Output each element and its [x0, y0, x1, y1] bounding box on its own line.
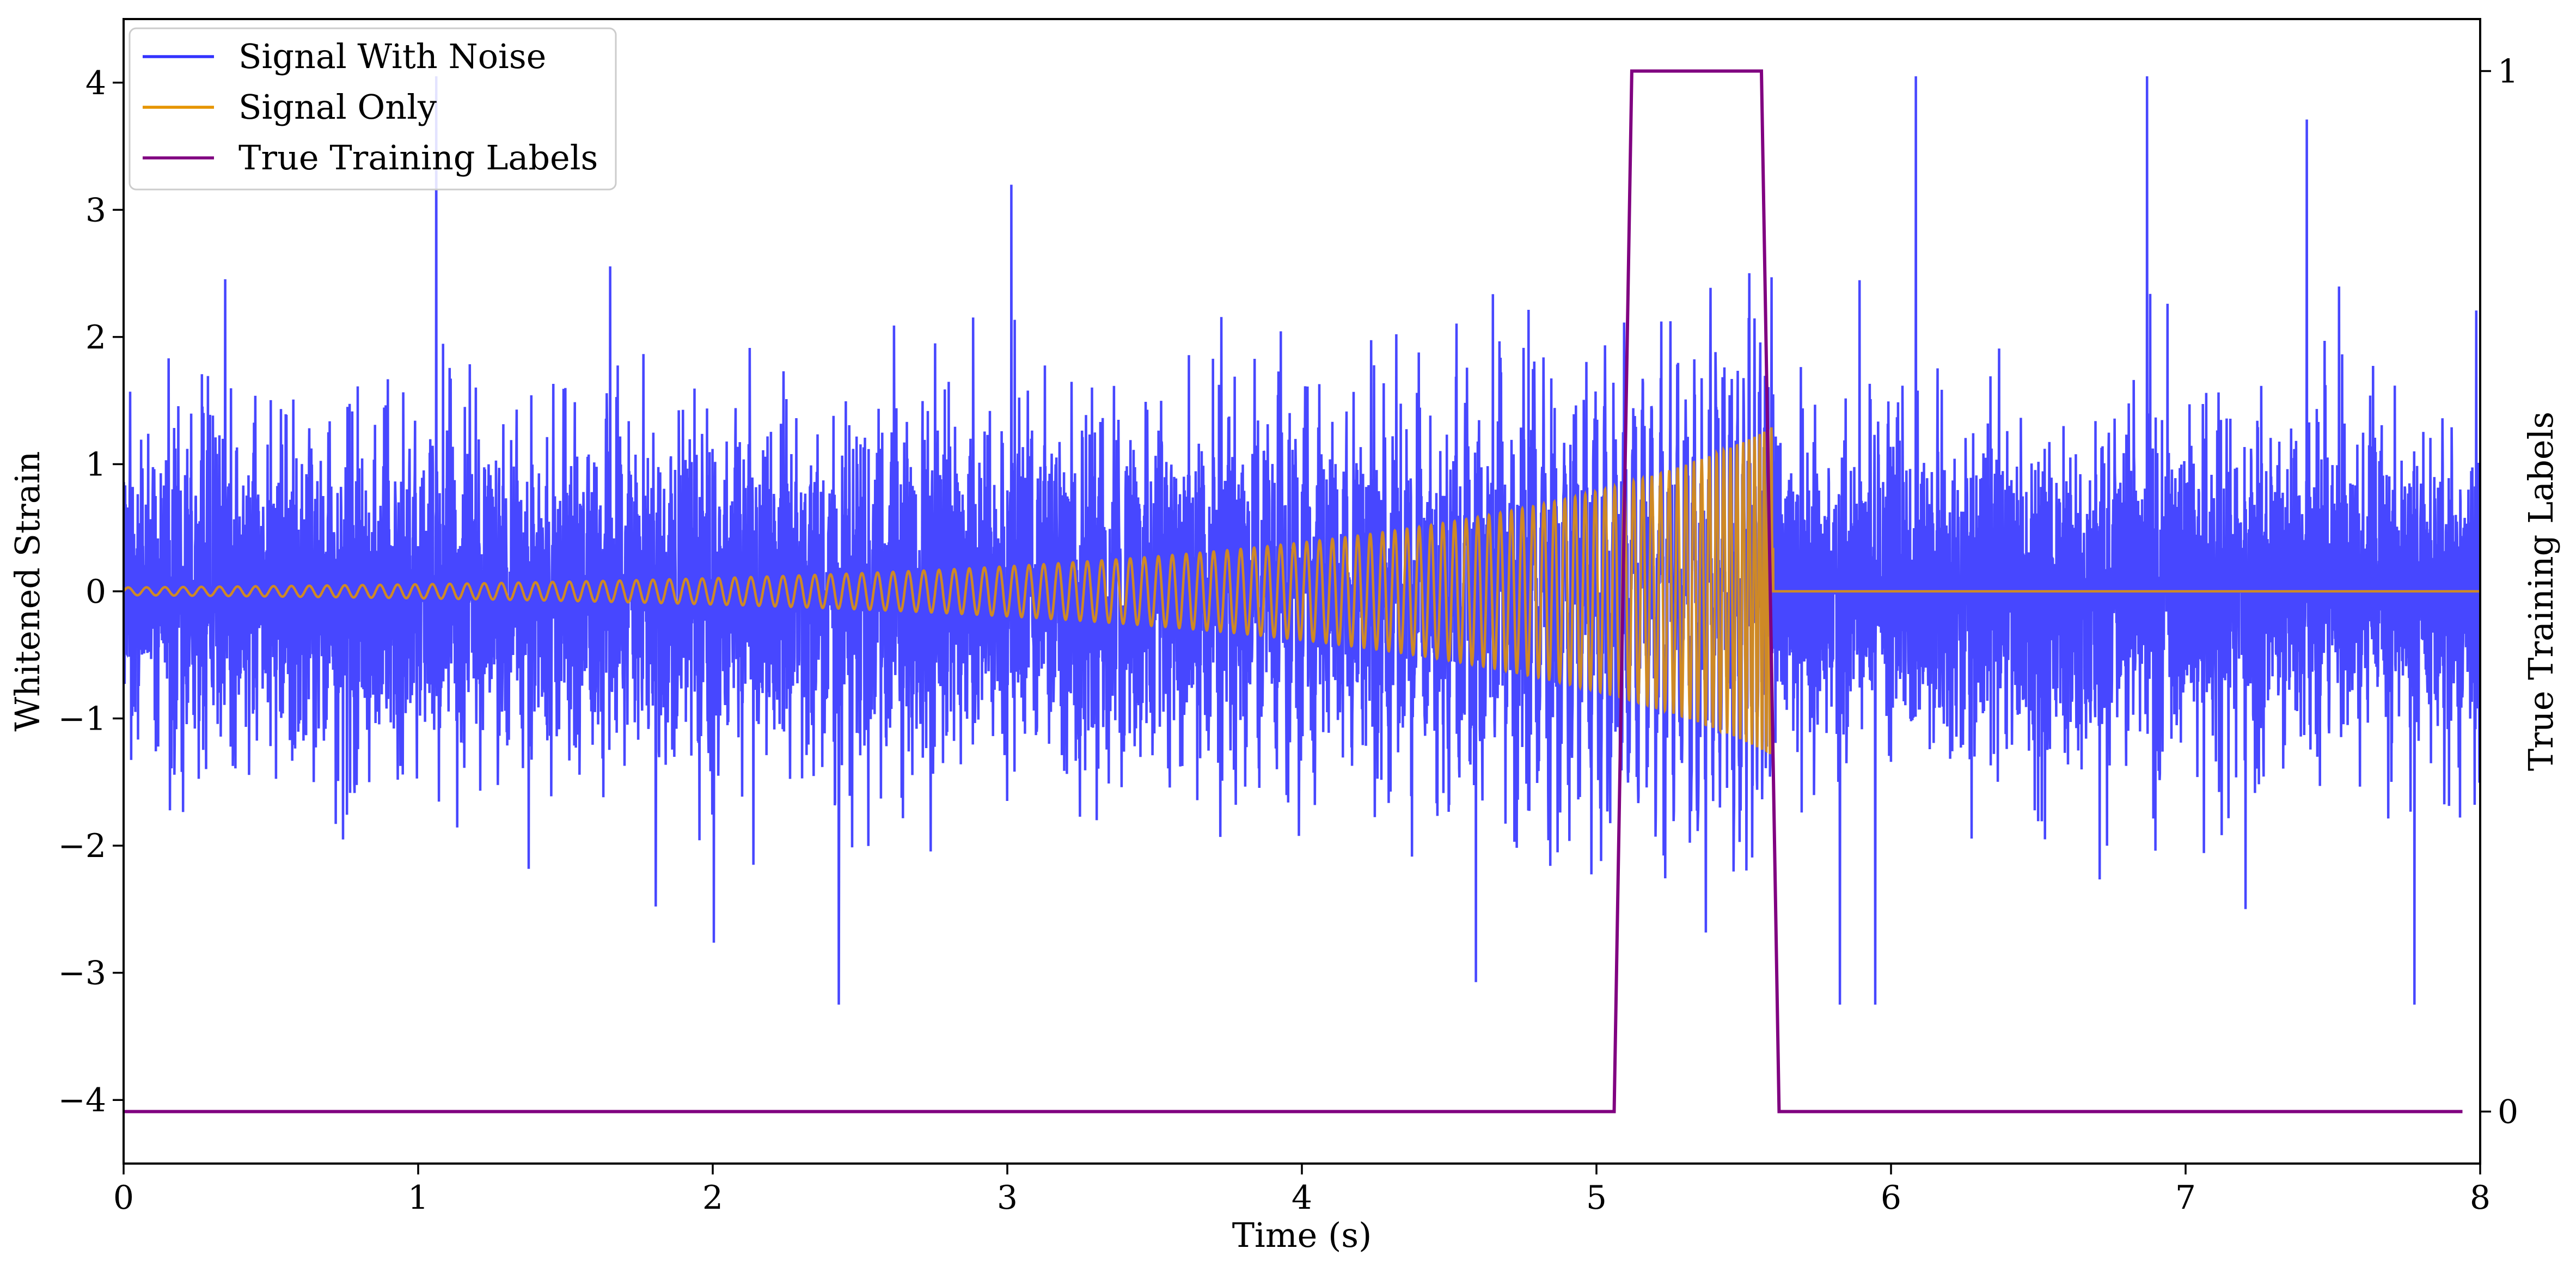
y-tick-label: 0 [85, 573, 106, 611]
legend-label: Signal With Noise [238, 36, 546, 76]
y-tick-label: 4 [85, 64, 106, 102]
x-tick-label: 6 [1881, 1179, 1901, 1217]
series-true-training-labels [124, 69, 2463, 1113]
series-signal-only [124, 427, 2480, 755]
y-tick-label: −4 [58, 1081, 106, 1119]
legend-label: Signal Only [238, 87, 437, 127]
y-axis-title: Whitened Strain [8, 451, 47, 732]
y-tick-label: 2 [85, 319, 106, 357]
x-tick-label: 3 [997, 1179, 1018, 1217]
legend-box [129, 27, 617, 191]
y-tick-label: −3 [58, 954, 106, 993]
series-signal-with-noise [124, 76, 2480, 1005]
x-tick-label: 5 [1586, 1179, 1607, 1217]
y2-tick-label: 1 [2498, 53, 2518, 91]
x-tick-label: 0 [113, 1179, 134, 1217]
x-tick-label: 2 [702, 1179, 723, 1217]
x-tick-label: 8 [2470, 1179, 2491, 1217]
y-tick-label: 3 [85, 191, 106, 229]
x-axis-title: Time (s) [1232, 1215, 1372, 1255]
y2-tick-label: 0 [2498, 1093, 2518, 1131]
x-tick-label: 7 [2175, 1179, 2196, 1217]
y2-axis-title: True Training Labels [2521, 412, 2561, 771]
y-tick-label: −1 [58, 700, 106, 738]
y-tick-label: 1 [85, 445, 106, 484]
y-tick-label: −2 [58, 827, 106, 865]
x-tick-label: 1 [408, 1179, 429, 1217]
x-tick-label: 4 [1292, 1179, 1312, 1217]
legend-label: True Training Labels [238, 138, 598, 178]
